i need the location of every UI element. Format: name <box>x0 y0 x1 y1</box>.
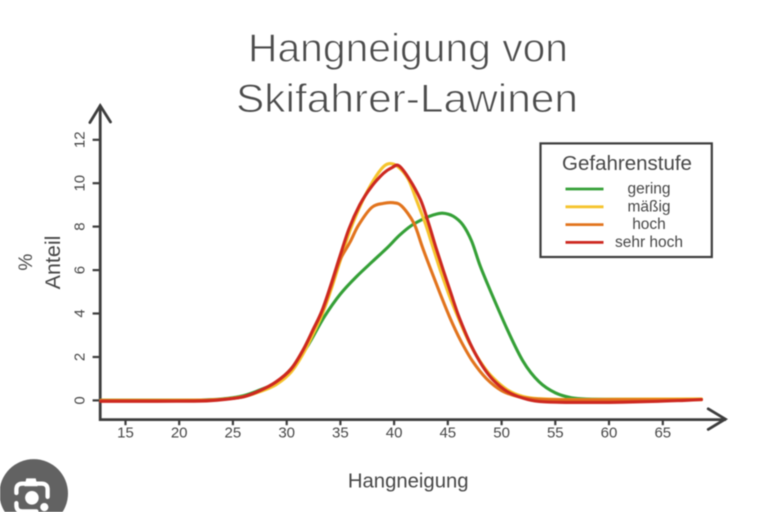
svg-text:50: 50 <box>493 425 510 442</box>
svg-text:30: 30 <box>278 425 295 442</box>
svg-text:60: 60 <box>601 425 618 442</box>
svg-text:6: 6 <box>71 266 88 274</box>
svg-text:10: 10 <box>71 175 88 192</box>
svg-text:Gefahrenstufe: Gefahrenstufe <box>562 152 692 175</box>
svg-text:gering: gering <box>627 181 670 198</box>
svg-text:mäßig: mäßig <box>627 198 670 215</box>
svg-text:45: 45 <box>439 425 456 442</box>
svg-text:4: 4 <box>71 309 88 317</box>
svg-text:15: 15 <box>117 425 134 442</box>
svg-text:sehr hoch: sehr hoch <box>615 234 683 251</box>
svg-text:Hangneigung von: Hangneigung von <box>248 27 568 71</box>
svg-text:40: 40 <box>386 425 403 442</box>
svg-text:Anteil: Anteil <box>42 236 65 290</box>
svg-text:55: 55 <box>547 425 564 442</box>
svg-text:65: 65 <box>654 425 671 442</box>
svg-text:20: 20 <box>171 425 188 442</box>
svg-text:25: 25 <box>225 425 242 442</box>
svg-text:Hangneigung: Hangneigung <box>348 471 469 493</box>
svg-text:2: 2 <box>71 353 88 361</box>
svg-text:Skifahrer-Lawinen: Skifahrer-Lawinen <box>236 77 578 121</box>
svg-text:12: 12 <box>71 131 88 148</box>
svg-text:hoch: hoch <box>632 216 666 233</box>
svg-text:%: % <box>16 254 37 271</box>
svg-text:8: 8 <box>71 222 88 230</box>
svg-text:0: 0 <box>71 396 88 404</box>
svg-text:35: 35 <box>332 425 349 442</box>
